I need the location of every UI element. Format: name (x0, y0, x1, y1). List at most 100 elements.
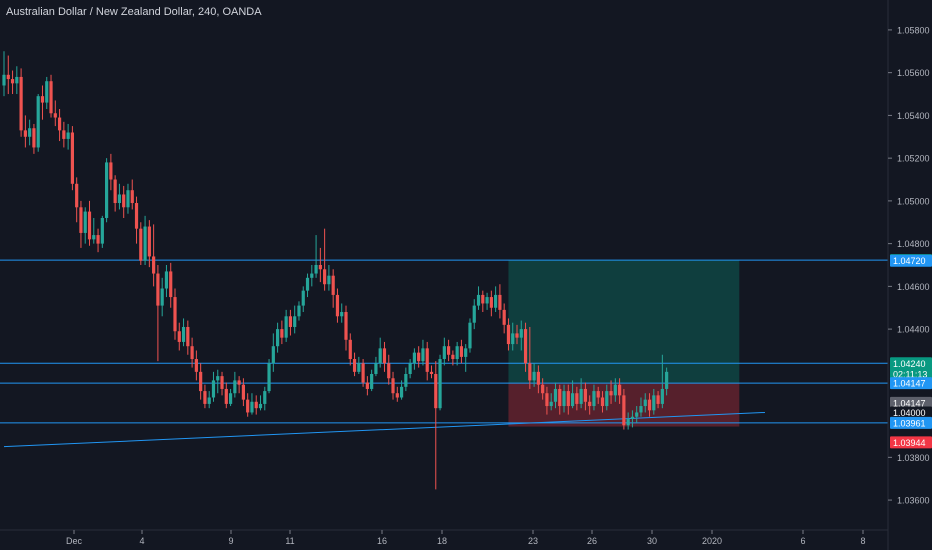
candle-body (284, 316, 288, 338)
candle-body (382, 348, 387, 364)
candle-body (181, 326, 186, 342)
candle-body (228, 393, 233, 404)
candle-body (66, 132, 70, 139)
y-tick-label: 1.05600 (897, 68, 930, 78)
candle-body (211, 380, 216, 398)
candle-body (523, 329, 528, 364)
candle-body (652, 395, 656, 411)
candle-body (378, 348, 382, 364)
candle-body (553, 388, 558, 402)
y-tick-label: 1.04600 (897, 282, 930, 292)
candle-body (314, 265, 318, 274)
candle-body (49, 81, 53, 114)
y-tick-label: 1.04800 (897, 239, 930, 249)
y-tick-label: 1.05400 (897, 111, 930, 121)
candle-body (15, 76, 19, 84)
candle-body (122, 194, 126, 208)
x-tick-label: 6 (800, 536, 805, 546)
candle-body (361, 363, 365, 383)
candle-body (164, 271, 169, 289)
x-tick-label: 16 (377, 536, 387, 546)
candle-body (23, 130, 27, 137)
candle-body (455, 346, 459, 360)
candle-body (395, 393, 399, 398)
candle-body (352, 359, 357, 372)
price-label-box (890, 436, 932, 449)
profit-zone (508, 260, 740, 384)
price-label-text: 1.04240 (893, 359, 926, 369)
price-label-box (890, 377, 932, 390)
price-axis[interactable]: 1.05800 1.05600 1.05400 1.05200 1.05000 1.048… (888, 25, 930, 506)
candle-body (79, 207, 83, 233)
candle-body (412, 352, 416, 364)
candle-body (421, 348, 425, 362)
candle-body (570, 393, 575, 407)
x-tick-label: 9 (228, 536, 233, 546)
candle-body (541, 384, 545, 394)
trendline (3, 411, 765, 448)
candle-body (143, 226, 147, 261)
candle-body (481, 294, 485, 304)
candle-body (301, 290, 305, 306)
candle-body (45, 81, 49, 103)
candle-body (566, 391, 570, 407)
candle-body (549, 401, 553, 407)
candle-body (365, 382, 369, 389)
candle-body (87, 211, 92, 240)
candle-body (147, 226, 151, 257)
candle-body (643, 399, 647, 407)
candle-body (323, 269, 327, 285)
y-tick-label: 1.04400 (897, 325, 930, 335)
candle-body (605, 391, 609, 407)
price-label-text: 1.04147 (893, 398, 926, 408)
candle-body (160, 288, 164, 306)
candle-body (186, 326, 190, 347)
time-axis[interactable]: Dec 4 9 11 16 18 23 26 30 2020 6 8 (66, 530, 866, 546)
candle-body (340, 312, 344, 317)
candle-body (489, 297, 493, 308)
candle-body (36, 96, 40, 148)
candle-body (241, 384, 245, 400)
candle-body (536, 371, 540, 385)
price-label-box (890, 357, 932, 370)
candle-body (276, 329, 280, 347)
candle-body (588, 401, 592, 407)
candle-body (404, 373, 408, 387)
x-tick-label: 11 (285, 536, 294, 546)
candle-body (318, 265, 322, 270)
candle-body (464, 348, 468, 357)
candle-body (579, 388, 583, 404)
candle-body (391, 378, 395, 394)
candle-body (511, 333, 515, 345)
candle-body (207, 397, 211, 404)
y-tick-label: 1.05800 (897, 25, 930, 35)
x-tick-label: 4 (139, 536, 144, 546)
candle-body (288, 316, 293, 327)
candle-body (438, 359, 442, 409)
price-label-text: 1.03961 (893, 418, 926, 428)
candle-body (656, 395, 660, 404)
candle-body (96, 235, 100, 244)
candle-body (485, 297, 489, 304)
candle-body (267, 363, 271, 392)
candle-body (250, 401, 254, 413)
candle-body (370, 373, 374, 389)
candle-body (399, 386, 404, 398)
candle-body (515, 333, 519, 338)
candle-body (92, 235, 96, 240)
candle-body (100, 217, 104, 244)
candle-body (622, 395, 626, 426)
horizontal-lines (0, 259, 888, 448)
candle-body (494, 294, 498, 308)
candle-body (310, 273, 314, 278)
candle-body (280, 329, 284, 338)
candle-body (293, 316, 297, 327)
candle-body (109, 162, 113, 180)
price-label-text: 1.04147 (893, 379, 926, 389)
candle-body (117, 194, 122, 204)
y-tick-label: 1.05000 (897, 196, 930, 206)
candle-body (665, 371, 669, 389)
candle-body (387, 363, 391, 379)
